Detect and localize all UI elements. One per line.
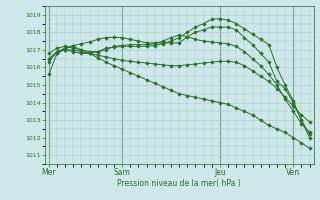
X-axis label: Pression niveau de la mer( hPa ): Pression niveau de la mer( hPa ) — [117, 179, 241, 188]
